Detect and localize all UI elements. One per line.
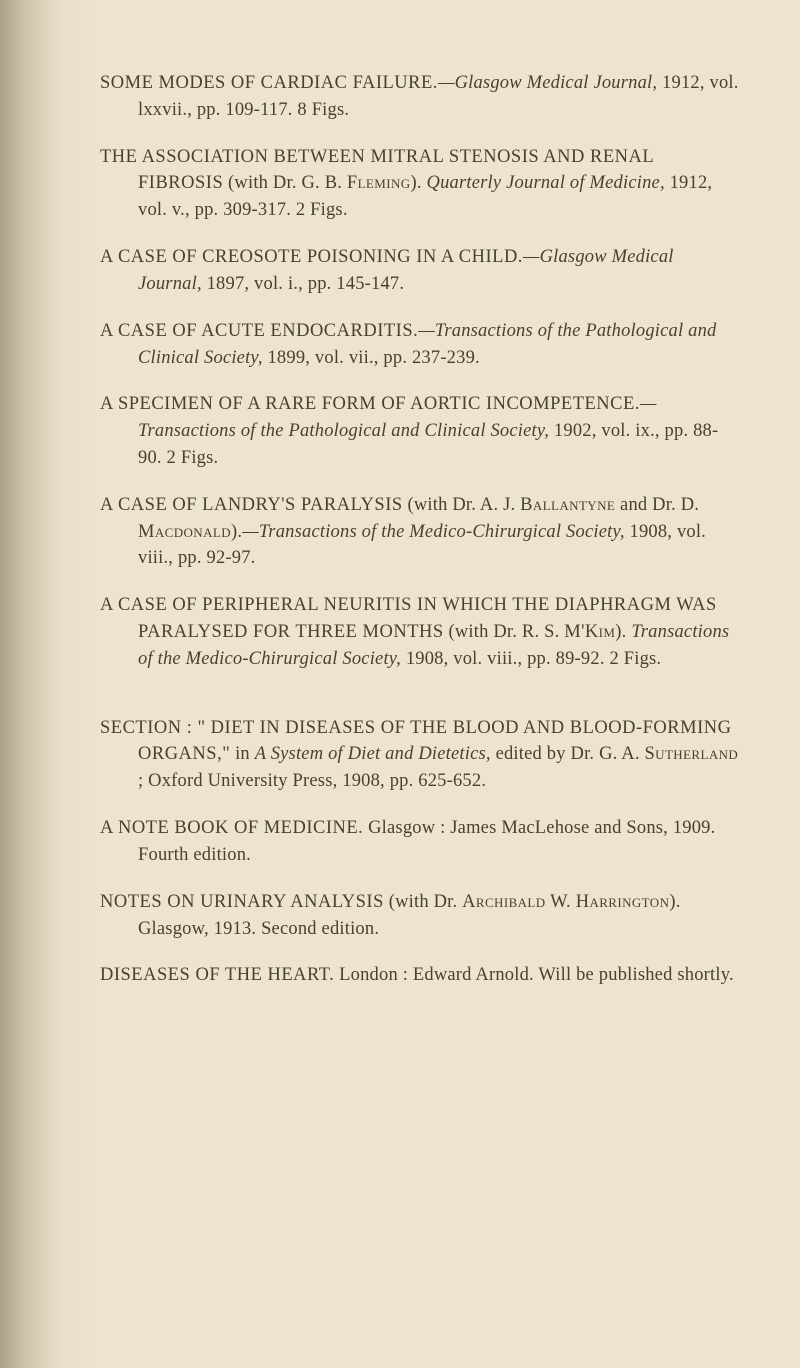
entry-title: A NOTE BOOK OF MEDICINE. xyxy=(100,818,363,838)
entry-tail-post: ; Oxford University Press, 1908, pp. 625… xyxy=(138,771,486,791)
entry-mid: and Dr. D. xyxy=(615,495,699,515)
entry-author: Ballantyne xyxy=(520,495,615,515)
entry-author: M'Kim xyxy=(564,622,615,642)
entry-title: SOME MODES OF CARDIAC FAILURE. xyxy=(100,73,438,93)
entry-author: Archibald xyxy=(462,892,545,912)
entry-tail: 1908, vol. viii., pp. 89-92. 2 Figs. xyxy=(401,649,661,669)
entry: A CASE OF PERIPHERAL NEURITIS IN WHICH T… xyxy=(100,592,740,672)
page: SOME MODES OF CARDIAC FAILURE.—Glasgow M… xyxy=(0,0,800,1368)
entry-title: A CASE OF LANDRY'S PARALYSIS xyxy=(100,495,403,515)
entry-tail: 1899, vol. vii., pp. 237-239. xyxy=(263,348,480,368)
entry: SECTION : " DIET IN DISEASES OF THE BLOO… xyxy=(100,715,740,795)
entry-paren: (with Dr. xyxy=(384,892,462,912)
entry-author: Harrington xyxy=(576,892,670,912)
entry-title: NOTES ON URINARY ANALYSIS xyxy=(100,892,384,912)
entry: DISEASES OF THE HEART. London : Edward A… xyxy=(100,962,740,989)
entry: NOTES ON URINARY ANALYSIS (with Dr. Arch… xyxy=(100,889,740,943)
entry-author: Macdonald xyxy=(138,522,231,542)
entry: THE ASSOCIATION BETWEEN MITRAL STENOSIS … xyxy=(100,144,740,224)
entry-title: A SPECIMEN OF A RARE FORM OF AORTIC INCO… xyxy=(100,394,640,414)
entry-tail: 1897, vol. i., pp. 145-147. xyxy=(202,274,404,294)
entry-title: A CASE OF ACUTE ENDOCARDITIS. xyxy=(100,321,418,341)
entry: A CASE OF CREOSOTE POISONING IN A CHILD.… xyxy=(100,244,740,298)
entry-paren: (with Dr. G. B. xyxy=(223,173,347,193)
entry-source: —Glasgow Medical Journal, xyxy=(438,73,657,93)
entry-tail: London : Edward Arnold. Will be publishe… xyxy=(334,965,733,985)
entry: A CASE OF ACUTE ENDOCARDITIS.—Transactio… xyxy=(100,318,740,372)
entry-paren-close: ). xyxy=(231,522,242,542)
entry-tail-pre: edited by Dr. G. A. xyxy=(491,744,645,764)
binding-shadow xyxy=(0,0,60,1368)
entry-source: A System of Diet and Dietetics, xyxy=(255,744,491,764)
entry-mid: in xyxy=(230,744,254,764)
entry: A CASE OF LANDRY'S PARALYSIS (with Dr. A… xyxy=(100,492,740,572)
entry-source: —Transactions of the Medico-Chirurgical … xyxy=(242,522,624,542)
entry: A SPECIMEN OF A RARE FORM OF AORTIC INCO… xyxy=(100,391,740,471)
entry: A NOTE BOOK OF MEDICINE. Glasgow : James… xyxy=(100,815,740,869)
entry-paren-close: ). xyxy=(615,622,631,642)
entry-paren: (with Dr. R. S. xyxy=(444,622,565,642)
entry-author: Sutherland xyxy=(644,744,738,764)
entry-paren: (with Dr. A. J. xyxy=(403,495,521,515)
entry-title: DISEASES OF THE HEART. xyxy=(100,965,334,985)
entry-source: Quarterly Journal of Medicine, xyxy=(427,173,665,193)
entry-title: A CASE OF CREOSOTE POISONING IN A CHILD. xyxy=(100,247,523,267)
entry-author: Fleming xyxy=(347,173,411,193)
entry: SOME MODES OF CARDIAC FAILURE.—Glasgow M… xyxy=(100,70,740,124)
entry-paren-close: ). xyxy=(411,173,427,193)
entry-mid: W. xyxy=(546,892,576,912)
